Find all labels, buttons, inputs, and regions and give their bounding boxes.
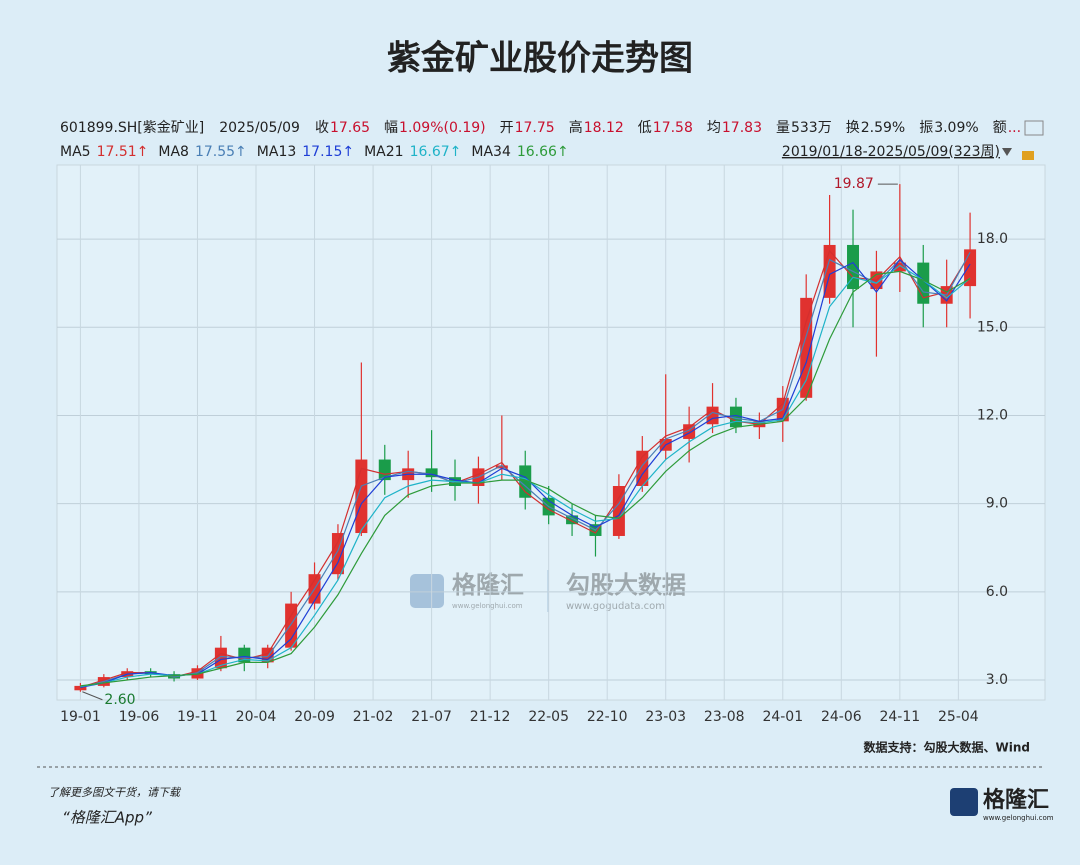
candle-body [168,674,181,679]
x-tick-label: 19-01 [60,709,101,725]
quote-label: 振 [919,120,933,136]
date-range: 2019/01/18-2025/05/09(323周) [782,144,1000,160]
ma-line [80,249,971,688]
y-tick-label: 18.0 [977,231,1008,247]
candle-body [519,465,532,498]
watermark: 格隆汇 www.gelonghui.com 勾股大数据 www.gogudata… [410,570,686,612]
promo: 了解更多图文干货，请下载 [48,786,182,799]
quote-label: 低 [638,120,652,136]
x-tick-label: 21-02 [353,709,394,725]
x-tick-label: 20-09 [294,709,335,725]
quote-value: 17.83 [722,120,762,136]
quote-label: 2025/05/09 [219,120,300,136]
watermark-logo [410,574,444,608]
candle-body [214,647,227,669]
candle-body [191,668,204,679]
legend-value: 17.55↑ [195,144,247,160]
quote-label: 601899.SH[紫金矿业] [60,120,204,136]
candle-body [74,685,87,691]
min-pointer [82,691,103,701]
legend-value: 16.67↑ [410,144,462,160]
dropdown[interactable] [1002,148,1012,156]
x-tick-label: 24-11 [879,709,920,725]
watermark-brand: 格隆汇 [452,571,524,599]
legend-name: MA21 [364,144,403,160]
x-tick-label: 24-01 [762,709,803,725]
quote-label: 开 [500,120,514,136]
quote-value: ... [1008,120,1021,136]
logo-url: www.gelonghui.com [983,814,1054,822]
logo: 格隆汇 [983,787,1049,813]
ma-line [80,258,971,688]
watermark-data-url: www.gogudata.com [566,601,665,612]
quote-label: 换 [846,119,860,136]
x-tick-label: 24-06 [821,709,862,725]
quote-value: 17.75 [515,120,555,136]
y-tick-label: 3.0 [986,672,1008,688]
ma-line [80,264,971,688]
x-tick-label: 23-08 [704,709,745,725]
candle-body [495,465,508,469]
quote-value: 17.65 [330,120,370,136]
legend-name: MA34 [471,144,511,160]
quote-value: 2.59% [861,120,905,136]
legend-value: 17.15↑ [302,144,354,160]
y-tick-label: 6.0 [986,584,1008,600]
y-tick-label: 15.0 [977,319,1008,335]
ma-line [80,270,971,687]
lock-icon[interactable] [1022,151,1034,160]
candle-body [636,450,649,486]
legend-name: MA5 [60,144,91,160]
quote-label: 幅 [384,120,398,136]
candle-body [612,486,625,536]
candle-body [893,262,906,272]
min-label: 2.60 [104,692,135,708]
x-tick-label: 20-04 [236,709,277,725]
legend-name: MA13 [257,144,296,160]
x-tick-label: 21-12 [470,709,511,725]
x-tick-label: 23-03 [645,709,686,725]
x-tick-label: 21-07 [411,709,452,725]
y-tick-label: 12.0 [977,407,1008,423]
app-name: “格隆汇App” [62,809,152,827]
quote-value: 1.09%(0.19) [399,120,486,136]
x-tick-label: 25-04 [938,709,979,725]
quote-label: 高 [569,119,583,136]
y-tick-label: 9.0 [986,496,1008,512]
x-tick-label: 19-06 [119,709,160,725]
logo-icon [950,788,978,816]
watermark-data-brand: 勾股大数据 [566,571,686,599]
legend-value: 17.51↑ [97,144,149,160]
quote-label: 收 [315,120,329,136]
quote-label: 额 [993,120,1007,136]
quote-label: 量 [776,120,790,136]
candle-body [378,459,391,481]
quote-value: 17.58 [653,120,693,136]
watermark-url: www.gelonghui.com [452,602,523,610]
quote-value: 18.12 [584,120,624,136]
source: 数据支持：勾股大数据、Wind [864,740,1030,755]
plot-area [56,164,1046,701]
wp-icon[interactable] [1024,120,1044,136]
candle-body [285,603,298,648]
x-tick-label: 22-10 [587,709,628,725]
x-tick-label: 19-11 [177,709,218,725]
title: 紫金矿业股价走势图 [387,39,693,79]
ma-line [80,252,971,688]
quote-value: 533万 [791,120,832,136]
candle-body [566,515,579,525]
quote-label: 均 [707,120,721,136]
max-label: 19.87 [834,176,874,192]
legend-value: 16.66↑ [517,144,569,160]
candle-body [425,468,438,478]
x-tick-label: 22-05 [528,709,569,725]
legend-name: MA8 [158,144,189,160]
quote-value: 3.09% [934,120,978,136]
candle-body [800,297,813,398]
